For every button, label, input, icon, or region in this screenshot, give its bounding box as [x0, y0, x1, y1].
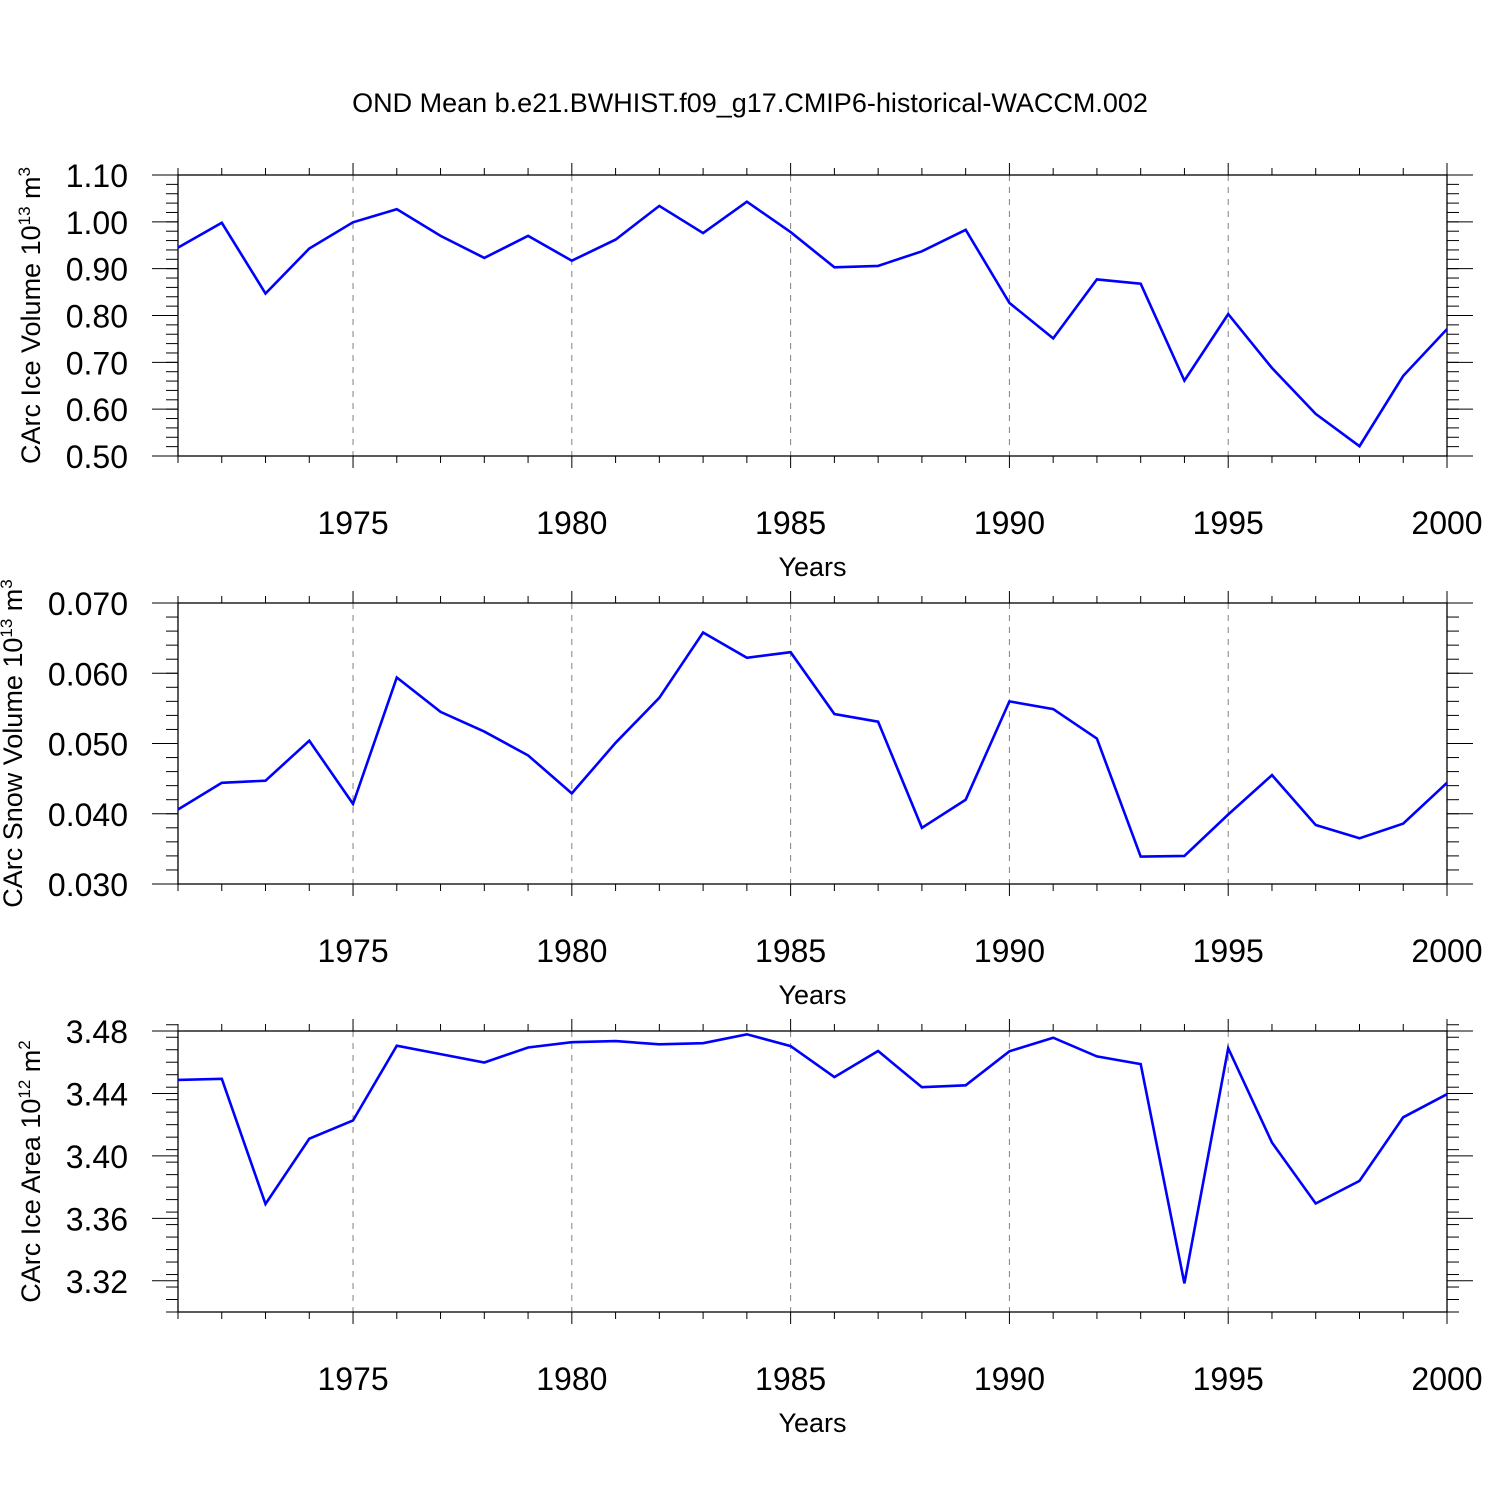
y-axis-title-part: m [16, 176, 46, 206]
plot-frame [177, 1030, 1448, 1313]
x-tick-label: 2000 [1411, 1361, 1482, 1397]
x-tick-label: 1995 [1193, 933, 1264, 969]
y-tick-label: 3.48 [66, 1014, 128, 1050]
y-axis-title-part: CArc Snow Volume 10 [0, 638, 28, 908]
y-tick-label: 0.040 [48, 797, 128, 833]
y-tick-label: 0.80 [66, 299, 128, 335]
x-tick-label: 2000 [1411, 505, 1482, 541]
y-tick-label: 0.50 [66, 439, 128, 475]
x-tick-label: 1975 [317, 1361, 388, 1397]
series-line [177, 630, 1448, 858]
series-line [177, 1032, 1448, 1284]
y-axis-title-part: m [0, 589, 28, 619]
figure-title: OND Mean b.e21.BWHIST.f09_g17.CMIP6-hist… [352, 88, 1148, 118]
x-tick-label: 1995 [1193, 1361, 1264, 1397]
y-axis-title-part: CArc Ice Area 10 [16, 1099, 46, 1303]
y-tick-label: 0.070 [48, 586, 128, 622]
series-line [177, 200, 1448, 449]
x-axis-title: Years [778, 552, 846, 582]
y-axis-title-part: CArc Ice Volume 10 [16, 225, 46, 464]
x-tick-label: 1975 [317, 505, 388, 541]
y-tick-label: 0.70 [66, 345, 128, 381]
y-tick-label: 1.00 [66, 205, 128, 241]
x-axis-title: Years [778, 980, 846, 1010]
x-tick-label: 1980 [536, 1361, 607, 1397]
x-tick-label: 1990 [974, 1361, 1045, 1397]
y-axis-title-part: 13 [15, 206, 34, 225]
x-tick-label: 2000 [1411, 933, 1482, 969]
y-axis-title-part: 3 [0, 579, 16, 588]
panel-2: 0.030 0.040 0.050 0.060 0.070 1975 1980 1985 199… [0, 579, 1483, 1010]
plot-frame [177, 602, 1448, 885]
y-tick-label: 0.60 [66, 392, 128, 428]
x-tick-label: 1985 [755, 933, 826, 969]
x-axis-title: Years [778, 1408, 846, 1438]
x-tick-label: 1990 [974, 505, 1045, 541]
y-tick-label: 3.32 [66, 1264, 128, 1300]
y-tick-label: 0.030 [48, 867, 128, 903]
y-axis-title-part: m [16, 1050, 46, 1080]
y-tick-label: 0.050 [48, 727, 128, 763]
y-axis-title-part: 12 [15, 1080, 34, 1099]
y-tick-label: 3.44 [66, 1076, 128, 1112]
panel-1: 0.50 0.60 0.70 0.80 0.90 1.00 1.10 1975 1980 1985… [15, 158, 1483, 582]
x-tick-label: 1985 [755, 1361, 826, 1397]
x-tick-label: 1980 [536, 933, 607, 969]
y-tick-label: 0.060 [48, 656, 128, 692]
x-tick-label: 1995 [1193, 505, 1264, 541]
x-tick-label: 1980 [536, 505, 607, 541]
y-tick-label: 3.36 [66, 1201, 128, 1237]
panel-3: 3.32 3.36 3.40 3.44 3.48 1975 1980 1985 1990 1995… [15, 1014, 1483, 1438]
y-tick-label: 1.10 [66, 158, 128, 194]
y-tick-label: 0.90 [66, 252, 128, 288]
y-axis-title: CArc Ice Volume 1013 m3 [15, 167, 46, 464]
y-axis-title-part: 2 [15, 1040, 34, 1049]
x-tick-label: 1975 [317, 933, 388, 969]
y-axis-title-part: 3 [15, 167, 34, 176]
y-axis-title: CArc Ice Area 1012 m2 [15, 1040, 46, 1303]
y-axis-title-part: 13 [0, 619, 16, 638]
x-tick-label: 1990 [974, 933, 1045, 969]
x-tick-label: 1985 [755, 505, 826, 541]
y-tick-label: 3.40 [66, 1139, 128, 1175]
y-axis-title: CArc Snow Volume 1013 m3 [0, 579, 28, 908]
